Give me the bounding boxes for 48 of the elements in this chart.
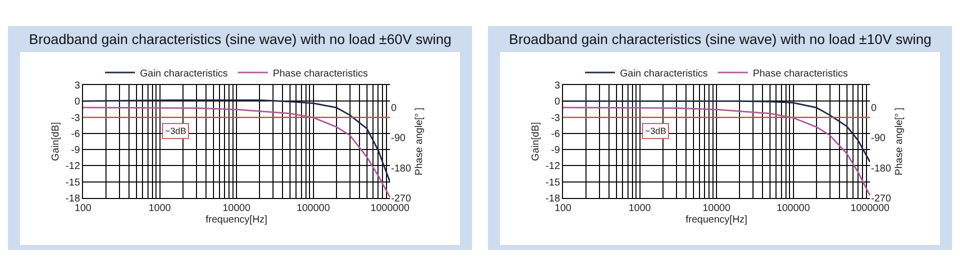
y-tick-label: -6 <box>71 128 80 140</box>
x-tick-label: 100000 <box>296 203 330 214</box>
y-tick-label: -9 <box>551 145 560 156</box>
y-tick-label: -18 <box>546 194 560 204</box>
x-axis-title: frequency[Hz] <box>206 214 268 226</box>
legend-label: Gain characteristics <box>620 68 708 80</box>
y-tick-label: 0 <box>554 96 560 108</box>
x-tick-label: 100 <box>74 203 92 214</box>
x-tick-label: 1000 <box>148 203 172 214</box>
y-tick-label: -15 <box>66 177 80 188</box>
ref-line-label: −3dB <box>645 126 666 136</box>
x-tick-label: 1000 <box>628 203 652 214</box>
y-tick-label: -9 <box>71 145 80 156</box>
y-tick-label: -3 <box>71 112 80 124</box>
x-tick-label: 10000 <box>702 203 731 214</box>
y2-axis-title: Phase angle[° ] <box>894 107 905 176</box>
legend-label: Gain characteristics <box>140 68 228 80</box>
y-tick-label: -6 <box>551 128 560 140</box>
y2-tick-label: -270 <box>391 194 412 204</box>
y2-tick-label: -90 <box>871 133 886 144</box>
y-tick-label: 0 <box>74 96 80 108</box>
y-tick-label: 3 <box>554 80 560 92</box>
x-axis-title: frequency[Hz] <box>686 214 748 226</box>
x-tick-label: 1000000 <box>850 203 890 214</box>
y2-tick-label: -90 <box>391 133 406 144</box>
x-tick-label: 100 <box>554 203 572 214</box>
y-tick-label: -15 <box>546 177 560 188</box>
y-axis-title: Gain[dB] <box>530 122 542 161</box>
y-tick-label: -18 <box>66 194 80 204</box>
x-tick-label: 10000 <box>222 203 251 214</box>
y2-tick-label: 0 <box>871 102 877 114</box>
chart-title: Broadband gain characteristics (sine wave) with no load ±60V swing <box>29 31 452 47</box>
chart-title: Broadband gain characteristics (sine wave) with no load ±10V swing <box>509 31 932 47</box>
y2-tick-label: -180 <box>391 163 412 174</box>
y2-axis-title: Phase angle[° ] <box>414 107 425 176</box>
y-axis-title: Gain[dB] <box>50 122 62 161</box>
y2-tick-label: -180 <box>871 163 892 174</box>
y-tick-label: 3 <box>74 80 80 92</box>
y-tick-label: -3 <box>551 112 560 124</box>
x-tick-label: 100000 <box>776 203 810 214</box>
y2-tick-label: -270 <box>871 194 892 204</box>
x-tick-label: 1000000 <box>370 203 410 214</box>
legend-label: Phase characteristics <box>272 68 368 80</box>
legend-label: Phase characteristics <box>752 68 848 80</box>
y-tick-label: -12 <box>66 161 80 172</box>
y2-tick-label: 0 <box>391 102 397 114</box>
y-tick-label: -12 <box>546 161 560 172</box>
ref-line-label: −3dB <box>165 126 186 136</box>
